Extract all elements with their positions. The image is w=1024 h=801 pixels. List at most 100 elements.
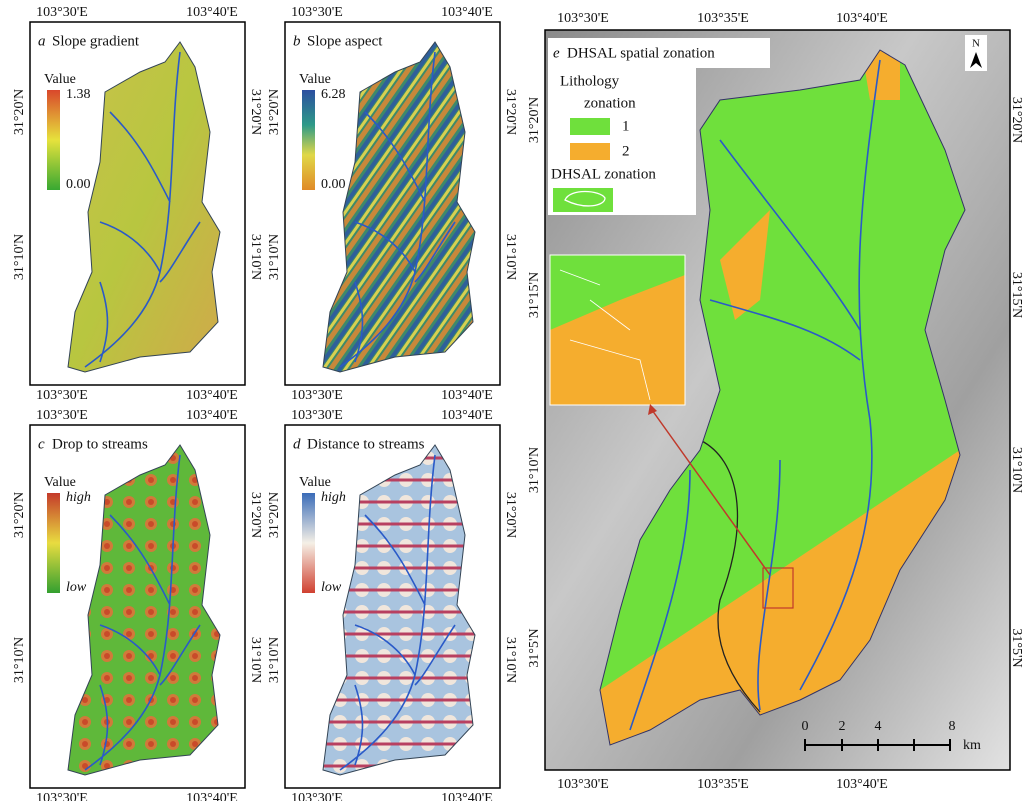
legend-title: Value [44, 475, 76, 490]
y-coord-label: 31°10'N [267, 637, 282, 683]
legend-title: Value [44, 72, 76, 87]
legend-swatch [570, 118, 610, 135]
watershed [67, 444, 221, 776]
legend-colorbar [47, 90, 60, 190]
y-coord-label: 31°20'N [248, 492, 263, 538]
streams [339, 454, 456, 771]
y-coord-label: 31°10'N [503, 637, 518, 683]
x-coord-label: 103°40'E [186, 791, 238, 801]
panel-letter: d [293, 436, 301, 452]
legend-outline-icon [564, 190, 606, 207]
title-box [548, 38, 770, 68]
y-coord-label: 31°15'N [1009, 272, 1024, 318]
legend-title: zonation [584, 95, 636, 111]
scale-label: 8 [949, 719, 956, 734]
legend-max: high [321, 490, 346, 505]
x-coord-label: 103°40'E [186, 5, 238, 20]
legend-min: 0.00 [321, 177, 346, 192]
x-coord-label: 103°30'E [36, 791, 88, 801]
legend-label: 2 [622, 143, 630, 159]
legend-colorbar [302, 90, 315, 190]
x-coord-label: 103°30'E [291, 388, 343, 403]
y-coord-label: 31°10'N [267, 234, 282, 280]
y-coord-label: 31°10'N [12, 234, 27, 280]
scale-bar [804, 739, 951, 751]
y-coord-label: 31°10'N [1009, 447, 1024, 493]
watershed [322, 41, 476, 373]
x-coord-label: 103°30'E [557, 777, 609, 792]
watershed [322, 444, 476, 776]
x-coord-label: 103°30'E [36, 388, 88, 403]
legend-title: Value [299, 72, 331, 87]
watershed [67, 41, 221, 373]
x-coord-label: 103°35'E [697, 777, 749, 792]
legend-title: DHSAL zonation [551, 166, 656, 182]
y-coord-label: 31°10'N [527, 447, 542, 493]
y-coord-label: 31°20'N [12, 89, 27, 135]
streams [84, 454, 201, 771]
x-coord-label: 103°40'E [836, 11, 888, 26]
panel-title: DHSAL spatial zonation [567, 45, 715, 61]
arrow-head [648, 404, 657, 415]
legend-title: Lithology [560, 73, 620, 89]
y-coord-label: 31°5'N [527, 628, 542, 667]
x-coord-label: 103°30'E [291, 791, 343, 801]
x-coord-label: 103°30'E [36, 408, 88, 423]
streams [339, 51, 456, 368]
x-coord-label: 103°30'E [36, 5, 88, 20]
watershed-outline [599, 49, 966, 746]
panel-letter: c [38, 436, 45, 452]
legend-min: low [66, 580, 87, 595]
zoom-box [762, 567, 794, 609]
inset [549, 254, 686, 406]
legend-min: 0.00 [66, 177, 91, 192]
north-label: N [972, 38, 980, 50]
x-coord-label: 103°40'E [186, 408, 238, 423]
scale-label: 2 [839, 719, 846, 734]
y-coord-label: 31°10'N [12, 637, 27, 683]
x-coord-label: 103°40'E [441, 388, 493, 403]
y-coord-label: 31°20'N [503, 89, 518, 135]
x-coord-label: 103°40'E [836, 777, 888, 792]
legend-min: low [321, 580, 342, 595]
y-coord-label: 31°20'N [267, 89, 282, 135]
panel-title: Distance to streams [307, 436, 425, 452]
y-coord-label: 31°20'N [527, 97, 542, 143]
x-coord-label: 103°40'E [441, 5, 493, 20]
panel-letter: a [38, 33, 46, 49]
y-coord-label: 31°10'N [248, 234, 263, 280]
legend-colorbar [47, 493, 60, 593]
legend-colorbar [302, 493, 315, 593]
panel-title: Slope aspect [307, 33, 383, 49]
streams [84, 51, 201, 368]
y-coord-label: 31°10'N [248, 637, 263, 683]
x-coord-label: 103°30'E [291, 408, 343, 423]
x-coord-label: 103°30'E [557, 11, 609, 26]
panel-title: Drop to streams [52, 436, 148, 452]
y-coord-label: 31°20'N [248, 89, 263, 135]
y-coord-label: 31°15'N [527, 272, 542, 318]
zoom-arrow [651, 409, 771, 576]
legend-label: 1 [622, 118, 630, 134]
legend-max: 1.38 [66, 87, 91, 102]
x-coord-label: 103°40'E [441, 408, 493, 423]
y-coord-label: 31°5'N [1009, 628, 1024, 667]
legend-max: 6.28 [321, 87, 346, 102]
panel-title: Slope gradient [52, 33, 140, 49]
x-coord-label: 103°40'E [186, 388, 238, 403]
y-coord-label: 31°10'N [503, 234, 518, 280]
legend-max: high [66, 490, 91, 505]
x-coord-label: 103°40'E [441, 791, 493, 801]
scale-label: 0 [802, 719, 809, 734]
legend-swatch [570, 143, 610, 160]
scale-unit: km [963, 738, 981, 753]
y-coord-label: 31°20'N [1009, 97, 1024, 143]
panel-letter: e [553, 45, 560, 61]
legend-title: Value [299, 475, 331, 490]
panel-letter: b [293, 33, 301, 49]
